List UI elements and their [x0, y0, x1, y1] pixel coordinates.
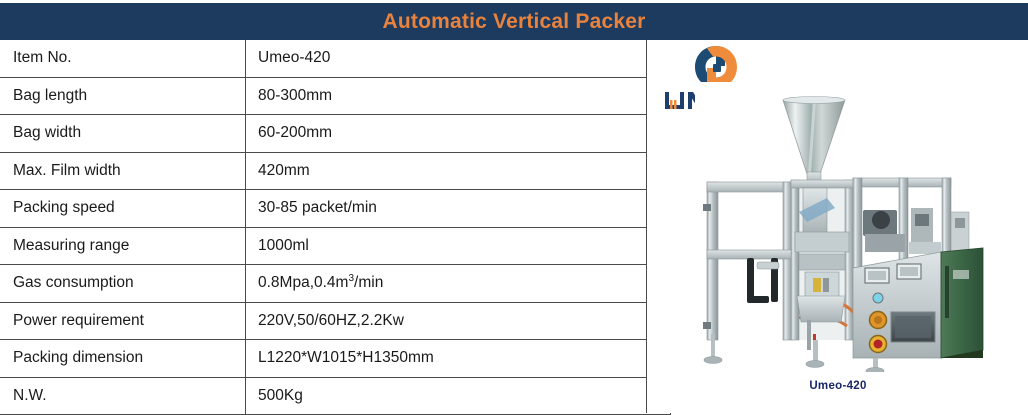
- table-row: Packing speed 30-85 packet/min: [0, 189, 671, 228]
- spec-value: 30-85 packet/min: [245, 189, 671, 228]
- table-row: Measuring range 1000ml: [0, 226, 671, 265]
- spec-value: 80-300mm: [245, 76, 671, 115]
- spec-label: Measuring range: [0, 226, 246, 265]
- table-row: Bag length 80-300mm: [0, 76, 671, 115]
- spec-value-gas-consumption: 0.8Mpa,0.4m3/min: [245, 264, 671, 303]
- gas-value-suffix: /min: [354, 274, 384, 292]
- spec-label: Power requirement: [0, 301, 246, 340]
- machine-photo: [695, 82, 985, 372]
- spec-label: Gas consumption: [0, 264, 246, 303]
- product-media-panel: Umeo-420: [646, 40, 1028, 413]
- spec-value: 60-200mm: [245, 114, 671, 153]
- spec-label: Item No.: [0, 40, 246, 78]
- table-row: N.W. 500Kg: [0, 376, 671, 415]
- umeopack-logo-icon: [695, 46, 737, 88]
- spec-value: 220V,50/60HZ,2.2Kw: [245, 301, 671, 340]
- spec-value: Umeo-420: [245, 40, 671, 78]
- table-row: Packing dimension L1220*W1015*H1350mm: [0, 339, 671, 378]
- spec-label: Max. Film width: [0, 151, 246, 190]
- header-bar: Automatic Vertical Packer: [0, 3, 1028, 40]
- spec-label: Packing dimension: [0, 339, 246, 378]
- spec-label: Packing speed: [0, 189, 246, 228]
- spec-value: L1220*W1015*H1350mm: [245, 339, 671, 378]
- table-row: Power requirement 220V,50/60HZ,2.2Kw: [0, 301, 671, 340]
- table-row: Gas consumption 0.8Mpa,0.4m3/min: [0, 264, 671, 303]
- product-caption: Umeo-420: [809, 380, 867, 392]
- spec-value: 500Kg: [245, 376, 671, 415]
- table-row: Max. Film width 420mm: [0, 151, 671, 190]
- table-row: Bag width 60-200mm: [0, 114, 671, 153]
- spec-value: 420mm: [245, 151, 671, 190]
- cubic-exponent: 3: [348, 273, 355, 285]
- page-title: Automatic Vertical Packer: [382, 10, 646, 33]
- spec-label: Bag length: [0, 76, 246, 115]
- table-row: Item No. Umeo-420: [0, 40, 671, 78]
- spec-label: Bag width: [0, 114, 246, 153]
- specifications-table: Item No. Umeo-420 Bag length 80-300mm Ba…: [0, 40, 671, 415]
- spec-value: 1000ml: [245, 226, 671, 265]
- spec-label: N.W.: [0, 376, 246, 415]
- gas-value-prefix: 0.8Mpa,0.4m: [258, 274, 349, 292]
